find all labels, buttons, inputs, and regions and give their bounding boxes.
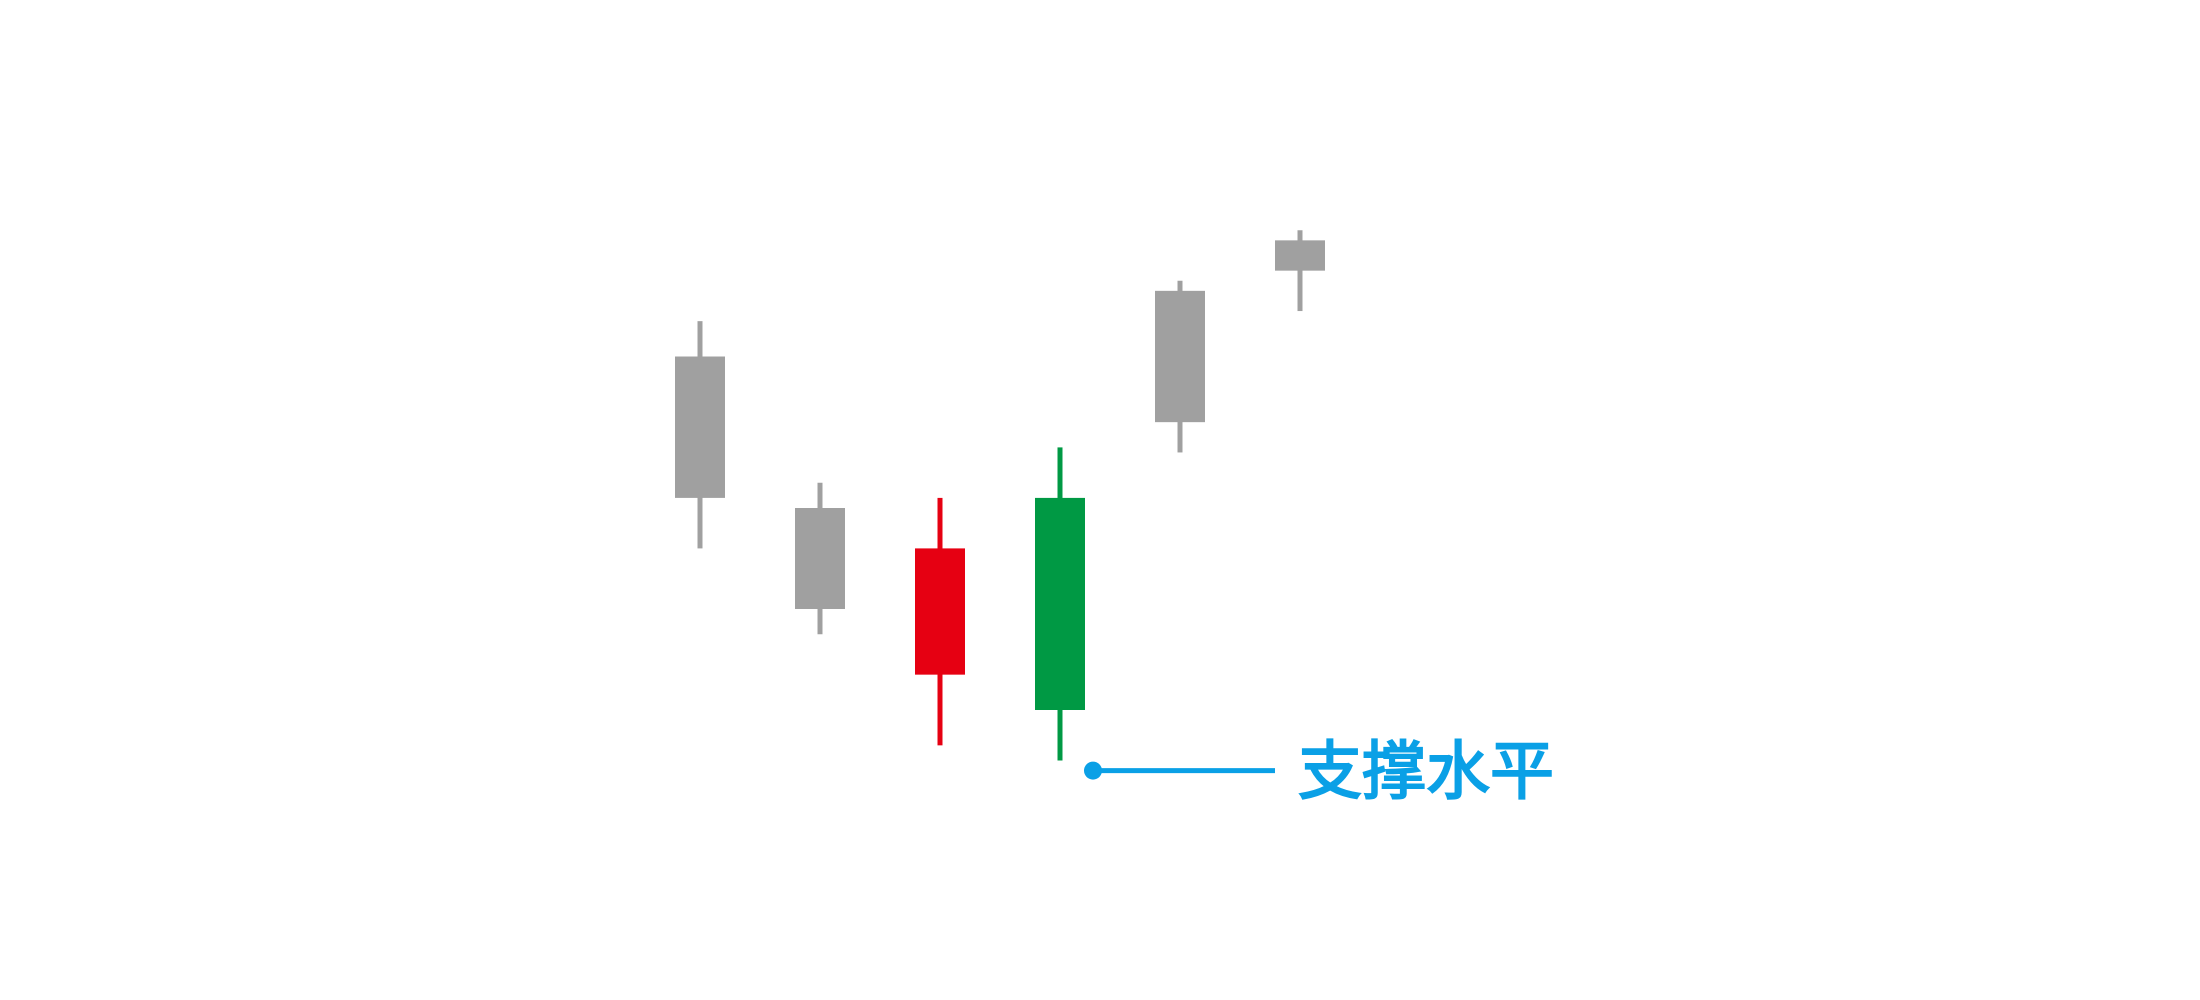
candle-3 [915,497,965,746]
candle-6 [1275,230,1325,312]
candles-group [675,230,1325,761]
candle-4 [1035,447,1085,761]
candle-5-body [1155,290,1205,423]
support-level-marker [1084,761,1102,780]
candle-2 [795,482,845,635]
candle-6-body [1275,240,1325,271]
candle-2-body [795,508,845,609]
candle-1 [675,321,725,549]
support-level-label: 支撑水平 [1298,736,1554,810]
candle-3-body [915,548,965,675]
candle-4-body [1035,497,1085,710]
support-annotation: 支撑水平 [1084,736,1554,810]
candle-1-body [675,356,725,498]
candle-5 [1155,280,1205,453]
